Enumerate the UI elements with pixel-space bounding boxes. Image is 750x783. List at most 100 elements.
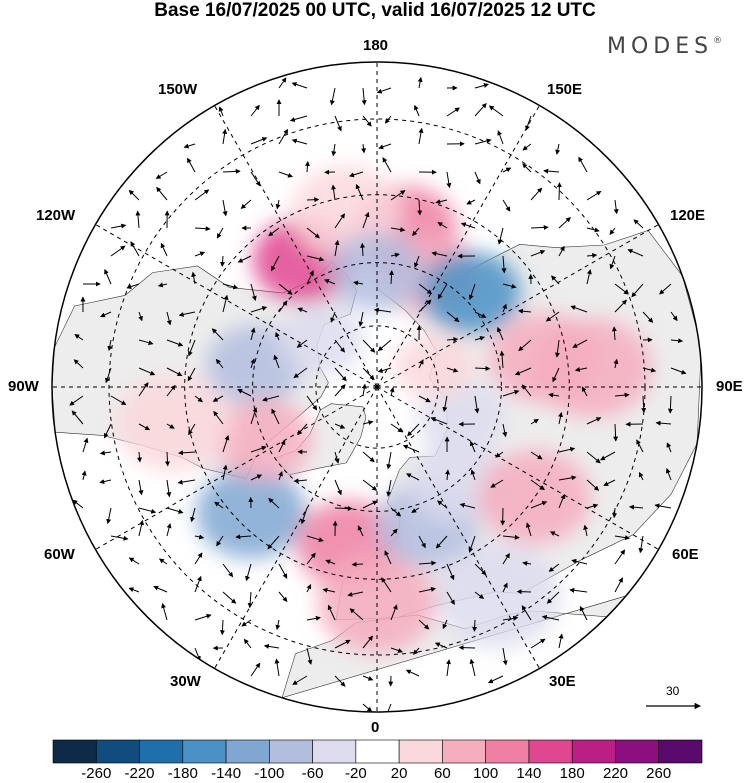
wind-vector (384, 550, 392, 565)
wind-vector (413, 104, 420, 117)
wind-vector (250, 137, 268, 145)
wind-vector (166, 384, 176, 397)
wind-vector (218, 106, 224, 117)
wind-vector (613, 423, 619, 442)
wind-vector (578, 156, 588, 173)
wind-vector (187, 157, 196, 173)
wind-vector (156, 186, 168, 201)
wind-vector (222, 283, 239, 290)
wind-vector (556, 182, 562, 201)
wind-vector (211, 328, 224, 341)
wind-vector (306, 197, 320, 203)
wind-vector (331, 143, 337, 157)
wind-vector (458, 645, 476, 651)
wind-vector (191, 271, 197, 285)
wind-vector (627, 249, 644, 257)
wind-vector (138, 507, 157, 514)
colorbar-segment (139, 739, 184, 764)
wind-vector (194, 613, 212, 621)
wind-vector (82, 437, 89, 453)
wind-vector (278, 283, 293, 295)
wind-vector (474, 591, 485, 600)
wind-vector (361, 143, 367, 154)
wind-vector (306, 270, 314, 285)
wind-vector (522, 143, 532, 151)
wind-vector (437, 222, 448, 229)
wind-vector (614, 549, 626, 565)
wind-vector (278, 128, 289, 145)
wind-vector (194, 189, 210, 201)
wind-vector (384, 115, 392, 124)
wind-vector (446, 107, 460, 117)
wind-vector (502, 647, 508, 666)
wind-vector (514, 367, 532, 376)
wind-vector (306, 395, 318, 411)
wind-vector (417, 199, 423, 216)
wind-vector (522, 560, 532, 566)
anomaly-patch (196, 467, 306, 559)
wind-vector (250, 327, 256, 341)
colorbar-segment (571, 739, 616, 764)
wind-vector (157, 282, 168, 288)
colorbar-segment (269, 739, 313, 764)
wind-vector (362, 115, 372, 127)
wind-vector (386, 451, 392, 470)
wind-vector (633, 219, 644, 229)
wind-vector (166, 507, 184, 514)
wind-vector (586, 269, 592, 285)
wind-vector (187, 367, 196, 382)
wind-vector (194, 575, 202, 593)
wind-vector (334, 451, 340, 464)
wind-vector (263, 643, 280, 649)
wind-vector (434, 642, 448, 649)
colorbar-tick-label: 180 (559, 765, 585, 782)
wind-vector (262, 395, 280, 402)
wind-vector (222, 199, 228, 217)
wind-vector (245, 563, 252, 582)
wind-vector (558, 217, 571, 229)
wind-vector (558, 493, 566, 509)
wind-vector (418, 299, 432, 313)
wind-vector (418, 560, 437, 566)
lon-label-150w: 150W (158, 81, 198, 98)
wind-vector (105, 367, 112, 384)
wind-vector (329, 87, 336, 106)
colorbar-tick-label: 100 (473, 765, 499, 782)
meridian-line (214, 386, 378, 669)
wind-vector (378, 143, 392, 150)
latitude-circle (315, 325, 439, 449)
wind-vector (250, 662, 261, 677)
wind-vector (412, 227, 420, 237)
wind-vector (362, 635, 374, 649)
wind-vector (166, 522, 172, 537)
wind-vector (138, 382, 149, 397)
wind-vector (469, 658, 476, 677)
wind-vector (99, 479, 112, 485)
colorbar-segment (658, 739, 703, 764)
wind-vector (548, 563, 560, 572)
wind-vector (99, 450, 112, 456)
wind-vector (362, 479, 378, 491)
wind-vector (502, 167, 512, 173)
wind-vector (667, 395, 673, 414)
wind-vector (306, 227, 320, 239)
wind-vector (183, 143, 196, 149)
wind-vector (161, 602, 168, 621)
wind-vector (250, 445, 267, 453)
wind-vector (137, 451, 143, 463)
wind-vector (324, 279, 336, 285)
wind-vector (659, 283, 672, 295)
wind-vector (390, 190, 406, 201)
wind-vector (530, 187, 543, 201)
wind-vector (110, 535, 129, 541)
wind-vector (614, 577, 623, 593)
wind-vector (188, 423, 196, 436)
wind-vector (586, 503, 599, 509)
wind-vector (418, 283, 433, 295)
colorbar-tick-label: -180 (167, 765, 198, 782)
wind-vector (306, 535, 324, 542)
wind-vector (126, 283, 140, 289)
wind-vector (222, 591, 237, 604)
wind-vector (558, 633, 564, 649)
